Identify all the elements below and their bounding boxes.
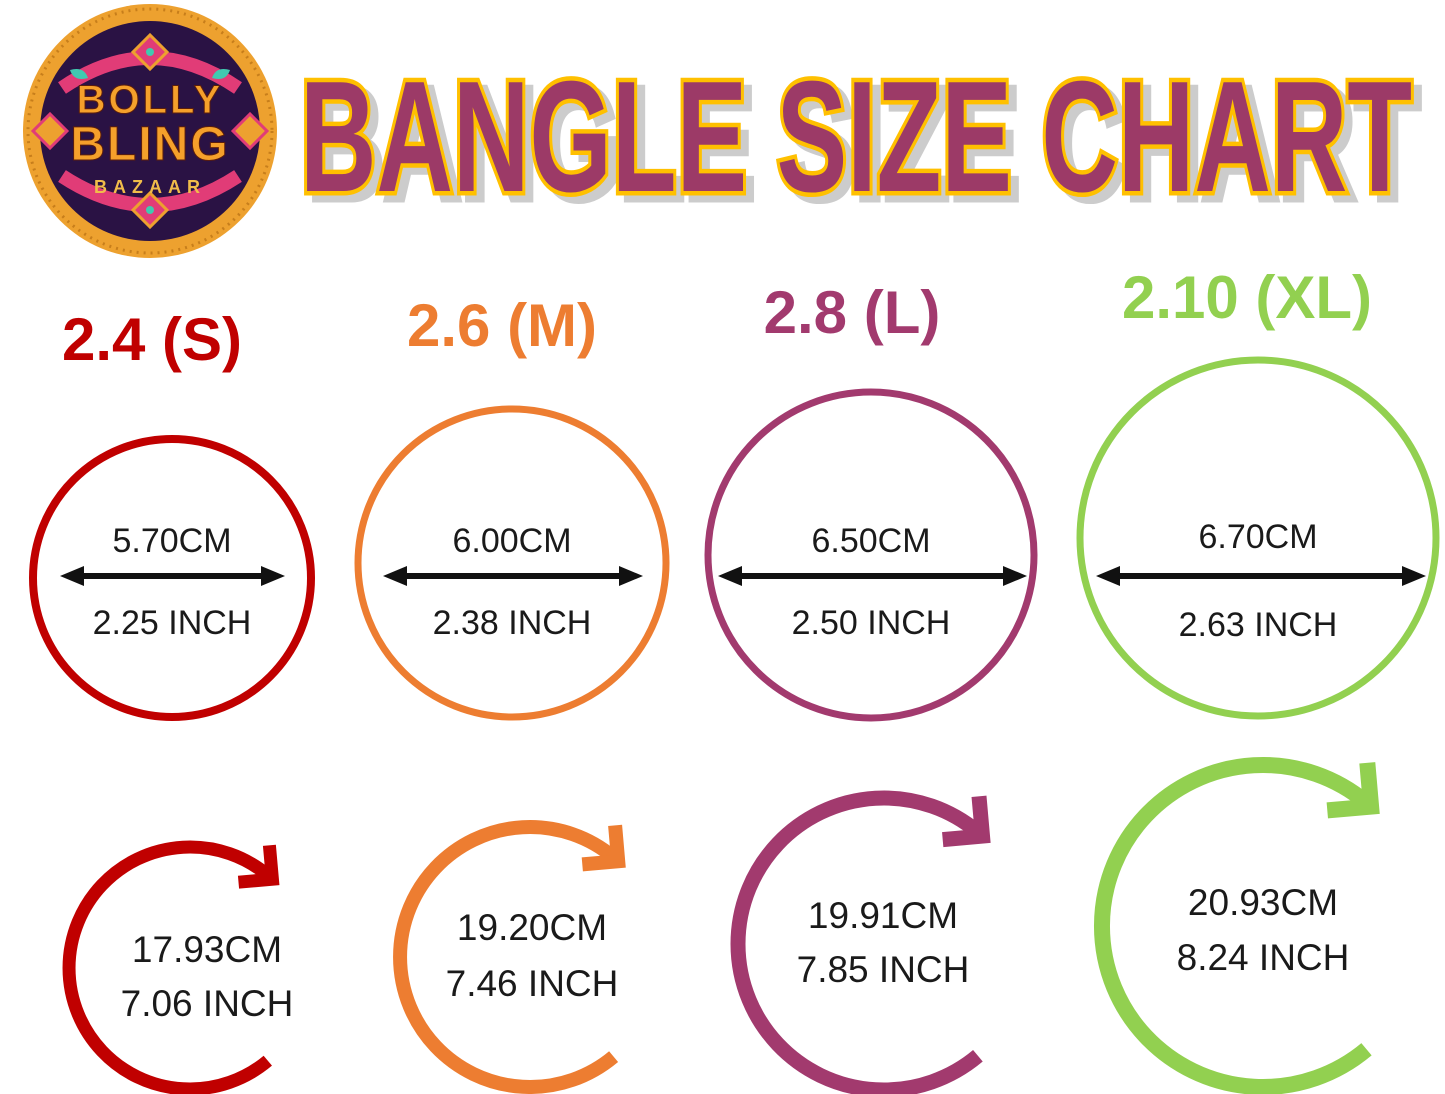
circumference-arrowhead-icon: [1326, 762, 1380, 819]
size-label: 2.8 (L): [764, 279, 941, 346]
logo-text-bazaar: BAZAAR: [94, 177, 206, 197]
circumference-arrow-icon: [730, 790, 983, 1094]
diameter-cm-value: 6.50CM: [811, 522, 930, 560]
page-title: BANGLE SIZE CHART BANGLE SIZE CHART BANG…: [296, 58, 1425, 208]
logo-side-diamonds: [30, 69, 270, 151]
logo-top-diamond: [130, 32, 170, 72]
diameter-circle: [354, 405, 670, 721]
circumference-arrowhead-icon: [581, 824, 626, 872]
circumference-arrow-icon: [62, 840, 272, 1094]
size-label: 2.10 (XL): [1122, 264, 1372, 331]
circumference-arrow-icon: [1093, 757, 1372, 1094]
circumference-arrowhead-icon: [942, 795, 991, 848]
size-column-l: 2.8 (L) 6.50CM 2.50 INCH 19.91CM 7.85 IN…: [704, 279, 1038, 1094]
circumference-inch-value: 7.85 INCH: [797, 949, 970, 990]
circumference-cm-value: 19.20CM: [457, 907, 607, 948]
diameter-cm-value: 6.70CM: [1198, 518, 1317, 556]
diameter-arrow-icon: [1096, 566, 1426, 586]
diameter-arrow-icon: [383, 566, 643, 586]
size-column-s: 2.4 (S) 5.70CM 2.25 INCH 17.93CM 7.06 IN…: [29, 306, 315, 1094]
diameter-circle: [29, 435, 315, 721]
diameter-arrow-icon: [60, 566, 285, 586]
diameter-cm-value: 5.70CM: [112, 522, 231, 560]
diameter-circle: [1076, 356, 1440, 720]
diameter-inch-value: 2.25 INCH: [93, 604, 252, 642]
diameter-inch-value: 2.38 INCH: [433, 604, 592, 642]
size-column-m: 2.6 (M) 6.00CM 2.38 INCH 19.20CM 7.46 IN…: [354, 292, 670, 1094]
logo-bottom-diamond: [130, 190, 170, 230]
page-title-shadow: BANGLE SIZE CHART: [308, 58, 1420, 208]
logo-dotted-ring: [26, 7, 274, 255]
size-column-xl: 2.10 (XL) 6.70CM 2.63 INCH 20.93CM 8.24 …: [1076, 264, 1440, 1094]
diameter-inch-value: 2.50 INCH: [792, 604, 951, 642]
diameter-circle: [704, 388, 1038, 722]
bolly-bling-bazaar-logo: BOLLY BLING BAZAAR: [23, 4, 277, 258]
logo-text-bolly: BOLLY: [77, 78, 224, 122]
circumference-inch-value: 8.24 INCH: [1177, 937, 1350, 978]
circumference-arrowhead-icon: [237, 844, 280, 889]
circumference-inch-value: 7.06 INCH: [121, 983, 294, 1024]
page-title-text: BANGLE SIZE CHART: [300, 58, 1412, 208]
diameter-inch-value: 2.63 INCH: [1179, 606, 1338, 644]
size-label: 2.6 (M): [407, 292, 597, 359]
circumference-cm-value: 19.91CM: [808, 895, 958, 936]
circumference-cm-value: 17.93CM: [132, 929, 282, 970]
logo-text-bling: BLING: [70, 118, 229, 171]
circumference-arrow-icon: [393, 820, 619, 1094]
diameter-arrow-icon: [718, 566, 1027, 586]
circumference-inch-value: 7.46 INCH: [446, 963, 619, 1004]
page-title-outline: BANGLE SIZE CHART: [300, 58, 1412, 208]
size-label: 2.4 (S): [62, 306, 242, 373]
circumference-cm-value: 20.93CM: [1188, 882, 1338, 923]
diameter-cm-value: 6.00CM: [452, 522, 571, 560]
